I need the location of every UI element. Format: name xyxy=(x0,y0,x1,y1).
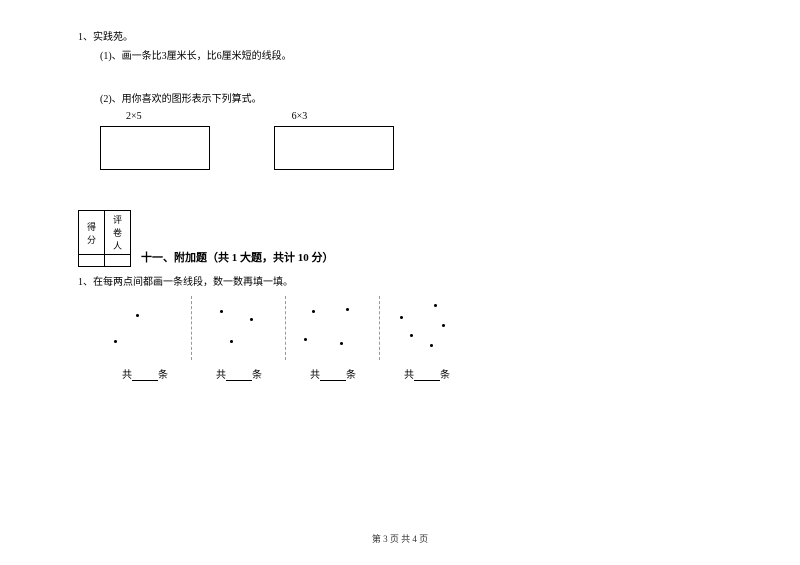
dot xyxy=(340,342,343,345)
dot xyxy=(304,338,307,341)
section-title: 十一、附加题（共 1 大题，共计 10 分） xyxy=(131,249,334,267)
page-footer: 第 3 页 共 4 页 xyxy=(0,532,800,545)
dot-group-3: 共条 xyxy=(286,296,380,381)
dot xyxy=(114,340,117,343)
answer-3: 共条 xyxy=(286,360,380,381)
dot-group-2: 共条 xyxy=(192,296,286,381)
dot xyxy=(220,310,223,313)
dot xyxy=(230,340,233,343)
dot xyxy=(410,334,413,337)
dot-group-1: 共条 xyxy=(98,296,192,381)
question-1-sub2: (2)、用你喜欢的图形表示下列算式。 xyxy=(78,90,722,105)
answer-1: 共条 xyxy=(98,360,192,381)
score-table: 得分 评卷人 xyxy=(78,210,131,267)
expression-2: 6×3 xyxy=(292,111,308,122)
question-1-sub1: (1)、画一条比3厘米长，比6厘米短的线段。 xyxy=(78,47,722,62)
dot xyxy=(442,324,445,327)
reviewer-label: 评卷人 xyxy=(105,211,131,255)
dot xyxy=(400,316,403,319)
dot xyxy=(250,318,253,321)
expression-1: 2×5 xyxy=(126,111,142,122)
draw-box-2 xyxy=(274,126,394,170)
reviewer-cell xyxy=(105,255,131,267)
dot-group-4: 共条 xyxy=(380,296,474,381)
score-cell xyxy=(79,255,105,267)
answer-2: 共条 xyxy=(192,360,286,381)
score-label: 得分 xyxy=(79,211,105,255)
question-2-title: 1、在每两点间都画一条线段，数一数再填一填。 xyxy=(78,273,722,288)
dot xyxy=(346,308,349,311)
dot xyxy=(312,310,315,313)
answer-4: 共条 xyxy=(380,360,474,381)
question-1-title: 1、实践苑。 xyxy=(78,28,722,43)
dot xyxy=(434,304,437,307)
draw-box-1 xyxy=(100,126,210,170)
dot-groups-container: 共条 共条 共条 共条 xyxy=(78,296,722,381)
dot xyxy=(136,314,139,317)
dot xyxy=(430,344,433,347)
